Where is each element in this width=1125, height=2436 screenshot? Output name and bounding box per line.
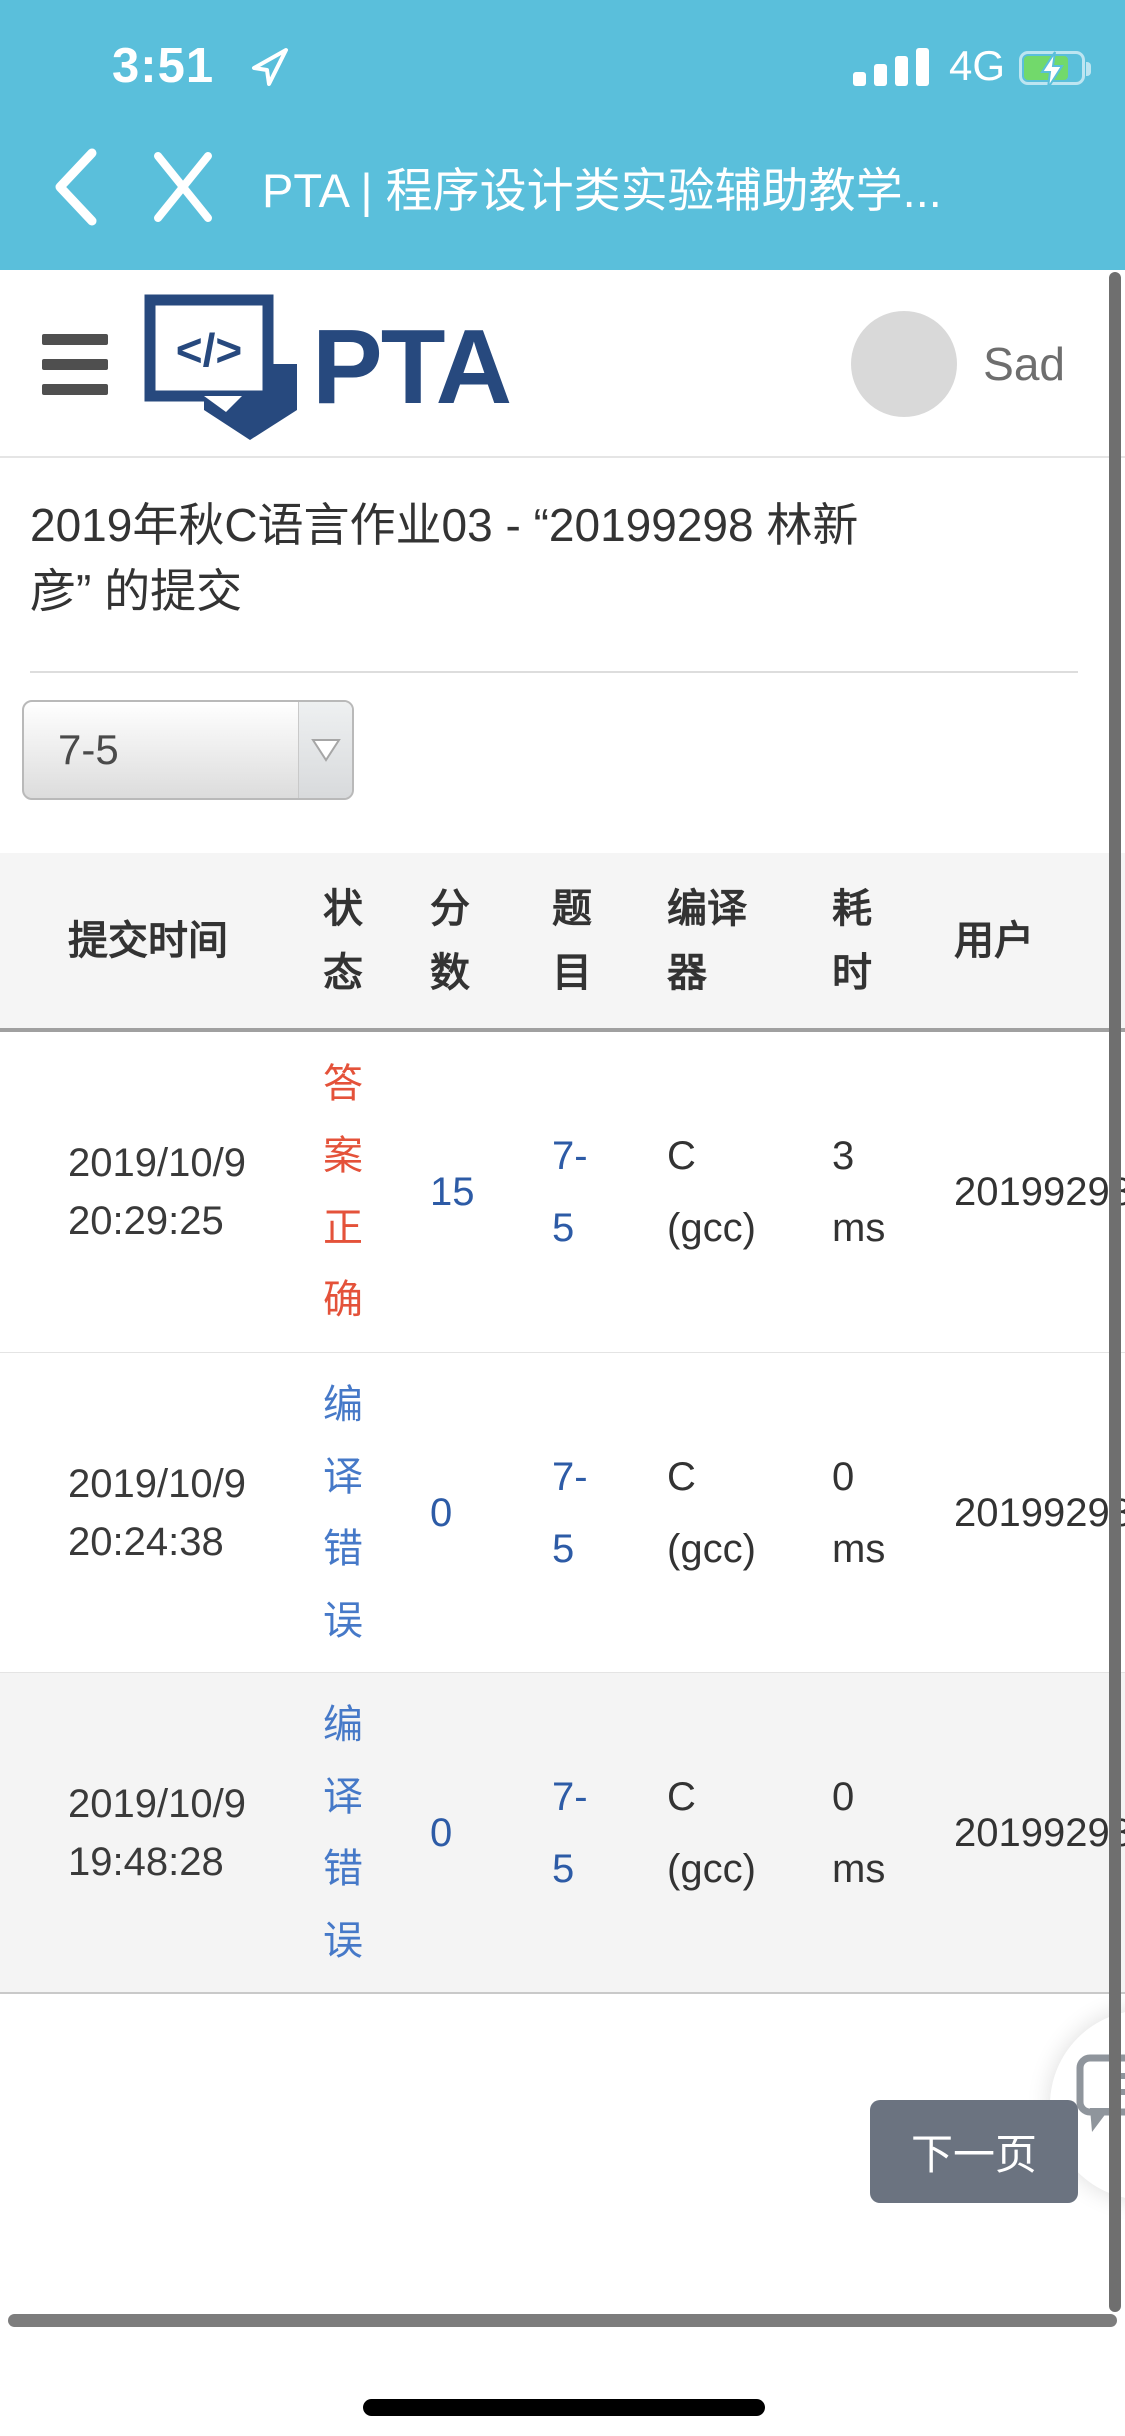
col-header-status: 状态 — [323, 886, 363, 995]
col-header-duration: 耗时 — [832, 886, 872, 995]
avatar[interactable] — [851, 311, 958, 417]
pta-logo[interactable]: </> PTA — [142, 292, 512, 442]
hamburger-menu-icon[interactable] — [42, 334, 108, 409]
horizontal-scrollbar[interactable] — [8, 2314, 1117, 2327]
site-header: </> PTA Sad — [0, 270, 1125, 458]
status-bar: 3:51 4G — [0, 0, 1125, 100]
cell-compiler: C (gcc) — [667, 1454, 756, 1571]
next-page-button[interactable]: 下一页 — [870, 2100, 1078, 2203]
cell-duration: 0 ms — [832, 1454, 886, 1571]
browser-toolbar: PTA | 程序设计类实验辅助教学... — [0, 100, 1125, 270]
cell-problem-link[interactable]: 7-5 — [552, 1134, 588, 1250]
close-icon[interactable] — [152, 150, 214, 229]
battery-charging-icon — [1019, 51, 1091, 89]
cell-duration: 0 ms — [832, 1774, 886, 1891]
divider — [30, 671, 1078, 673]
col-header-compiler: 编译器 — [667, 886, 747, 995]
pta-logo-text: PTA — [312, 308, 512, 426]
cell-status-link[interactable]: 编译错误 — [323, 1382, 363, 1643]
chevron-down-icon — [298, 702, 352, 798]
pta-logo-icon: </> — [144, 294, 297, 440]
cell-score-link[interactable]: 0 — [430, 1810, 453, 1855]
cell-duration: 3 ms — [832, 1134, 886, 1250]
network-type-label: 4G — [948, 42, 1005, 89]
svg-text:</>: </> — [176, 324, 243, 376]
location-services-icon — [248, 46, 290, 93]
submissions-table[interactable]: 提交时间 状态 分数 题目 编译器 耗时 用户 2019/10/9 20:29:… — [0, 853, 1125, 1994]
col-header-user: 用户 — [954, 918, 1034, 963]
cell-problem-link[interactable]: 7-5 — [552, 1454, 588, 1571]
cell-user: 20199298 — [954, 1170, 1125, 1214]
cell-status-link[interactable]: 答案正确 — [323, 1062, 363, 1322]
vertical-scrollbar[interactable] — [1109, 272, 1121, 2312]
cell-compiler: C (gcc) — [667, 1774, 756, 1891]
cell-score-link[interactable]: 0 — [430, 1490, 453, 1535]
cell-submit-time: 2019/10/9 20:24:38 — [68, 1461, 246, 1564]
page-title: 2019年秋C语言作业03 - “20199298 林新彦” 的提交 — [30, 499, 859, 617]
problem-select-dropdown[interactable]: 7-5 — [22, 700, 354, 800]
signal-strength-icon — [845, 48, 929, 86]
table-header-row: 提交时间 状态 分数 题目 编译器 耗时 用户 — [0, 853, 1125, 1032]
account-area[interactable]: Sad — [851, 270, 1065, 458]
home-indicator[interactable] — [363, 2399, 765, 2416]
table-bottom-border — [0, 1992, 1125, 1994]
cell-status-link[interactable]: 编译错误 — [323, 1702, 363, 1963]
clock: 3:51 — [112, 39, 215, 93]
next-page-label: 下一页 — [910, 2131, 1037, 2178]
cell-submit-time: 2019/10/9 19:48:28 — [68, 1781, 246, 1884]
cell-score-link[interactable]: 15 — [430, 1170, 475, 1214]
dropdown-selected-value: 7-5 — [58, 726, 119, 773]
status-icons: 4G — [845, 42, 1091, 89]
cell-problem-link[interactable]: 7-5 — [552, 1774, 588, 1891]
cell-user: 20199298 — [954, 1490, 1125, 1535]
back-chevron-icon[interactable] — [52, 148, 100, 231]
cell-compiler: C (gcc) — [667, 1134, 756, 1250]
cell-user: 20199298 — [954, 1810, 1125, 1855]
browser-page-title: PTA | 程序设计类实验辅助教学... — [262, 164, 942, 217]
table-row: 2019/10/9 20:29:25 答案正确 15 7-5 C (gcc) 3… — [0, 1032, 1125, 1352]
table-row: 2019/10/9 20:24:38 编译错误 0 7-5 C (gcc) 0 … — [0, 1352, 1125, 1672]
col-header-submit-time: 提交时间 — [68, 918, 228, 963]
table-row: 2019/10/9 19:48:28 编译错误 0 7-5 C (gcc) 0 … — [0, 1672, 1125, 1992]
col-header-score: 分数 — [430, 886, 470, 995]
col-header-problem: 题目 — [552, 886, 592, 995]
username-label: Sad — [983, 338, 1065, 390]
cell-submit-time: 2019/10/9 20:29:25 — [68, 1141, 246, 1243]
